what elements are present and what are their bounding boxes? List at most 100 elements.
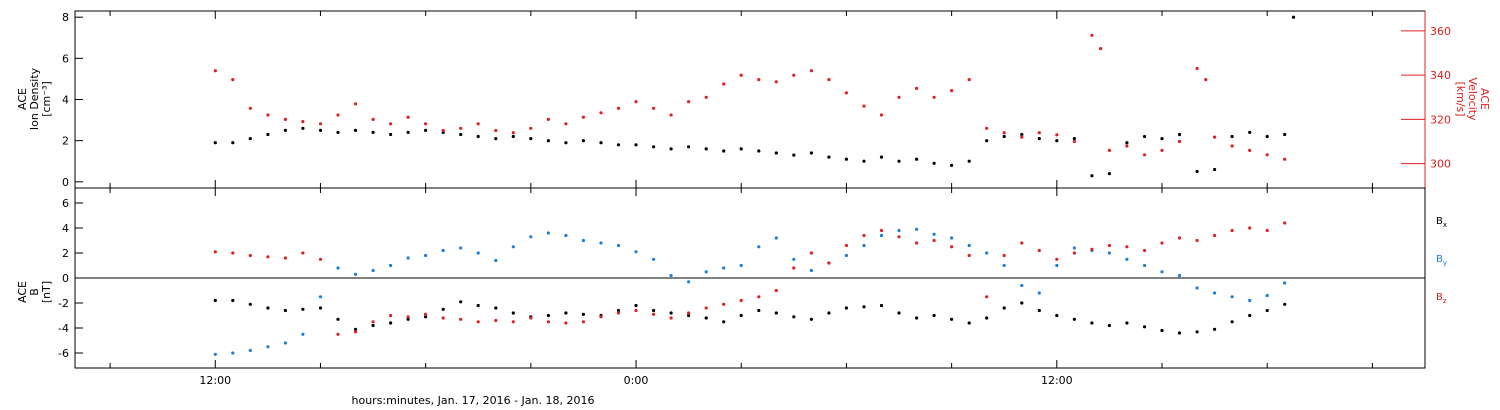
bx-point [336,317,340,321]
top-right-ytick-label: 320 [1430,113,1451,126]
by-point [809,268,814,273]
bz-point [213,250,217,254]
ion-density-point [1195,169,1199,174]
bz-point [1160,241,1164,245]
ion-density-point [266,132,270,137]
by-point [1055,263,1059,268]
velocity-point [441,128,445,133]
bx-point [967,321,971,325]
bottom-ylabel-line: B [28,288,41,296]
ion-density-point [459,132,463,137]
by-point [967,243,971,248]
bx-point [1230,320,1234,324]
by-point [1072,246,1076,250]
bz-point [669,316,673,320]
bx-point [1248,313,1252,318]
bz-point [687,311,691,315]
bz-point [879,228,884,233]
velocity-point [1160,148,1164,152]
ion-density-point [1177,132,1182,137]
legend-sub: z [1443,297,1447,305]
bz-point [1090,247,1094,251]
ion-density-point [827,155,831,159]
ion-density-point [669,147,673,151]
by-point [459,246,463,250]
velocity-point [459,126,463,130]
by-point [1230,295,1234,299]
bz-point [774,288,778,293]
velocity-point [687,100,691,104]
top-plot-frame [74,10,1426,189]
bottom-ytick-label: 4 [62,222,69,235]
bz-point [441,316,445,320]
velocity-point [1125,144,1129,148]
by-point [301,332,305,336]
bottom-ylabel-line: ACE [16,281,29,303]
velocity-point [616,106,621,110]
ion-density-point [1160,137,1164,141]
velocity-point [634,100,638,104]
by-point [494,258,498,263]
by-point [932,232,936,236]
legend-sub: x [1443,221,1447,229]
bz-point [652,312,656,316]
top-left-ytick-label: 8 [62,11,69,24]
velocity-point [1142,153,1147,157]
ion-density-point [546,139,551,143]
velocity-point [1107,148,1111,152]
ion-density-point [389,132,393,137]
legend-base: B [1436,254,1443,265]
bz-point [704,306,708,310]
bx-point [932,313,936,318]
velocity-point [301,120,305,124]
by-point [511,245,515,249]
by-point [1142,263,1147,268]
x-tick-label: 12:00 [1041,374,1073,387]
velocity-point [652,106,656,110]
by-point [371,268,375,273]
velocity-point [511,131,515,135]
velocity-point [862,104,866,108]
ion-density-point [862,159,866,163]
top-right-ytick-label: 340 [1430,69,1451,82]
by-point [1020,283,1024,288]
bx-point [1002,306,1006,310]
velocity-point [336,113,340,117]
top-right-ytick-label: 360 [1430,25,1451,38]
by-point [616,243,621,248]
x-tick-label: 0:00 [624,374,649,387]
bz-point [494,318,498,323]
bz-point [301,251,305,255]
ion-density-point [1142,134,1147,139]
ion-density-point [1072,137,1076,141]
velocity-point [318,122,323,126]
bz-point [248,253,252,258]
by-point [687,280,691,284]
ion-density-point [774,151,778,155]
by-point [915,227,919,231]
by-point [389,263,393,268]
top-left-ylabel-line: ACE [16,88,29,110]
bx-point [652,308,656,313]
bx-point [757,308,761,313]
by-point [1125,257,1129,261]
by-point [476,251,480,255]
ion-density-point [494,137,498,141]
bx-point [459,300,463,304]
bz-point [459,317,463,321]
ion-density-point [950,163,954,167]
ion-density-point [687,145,691,149]
bz-point [1265,228,1269,233]
bottom-ylabel-line: [nT] [40,281,53,303]
velocity-point [757,78,761,82]
top-left-ylabel-line: [cm⁻³] [40,81,53,117]
velocity-point [774,80,778,84]
top-right-ytick-label: 300 [1430,158,1451,171]
velocity-point [879,113,884,117]
bx-point [950,317,954,321]
by-point [844,253,849,258]
bz-point [371,320,375,324]
by-point [1177,273,1182,278]
velocity-point [704,95,708,99]
